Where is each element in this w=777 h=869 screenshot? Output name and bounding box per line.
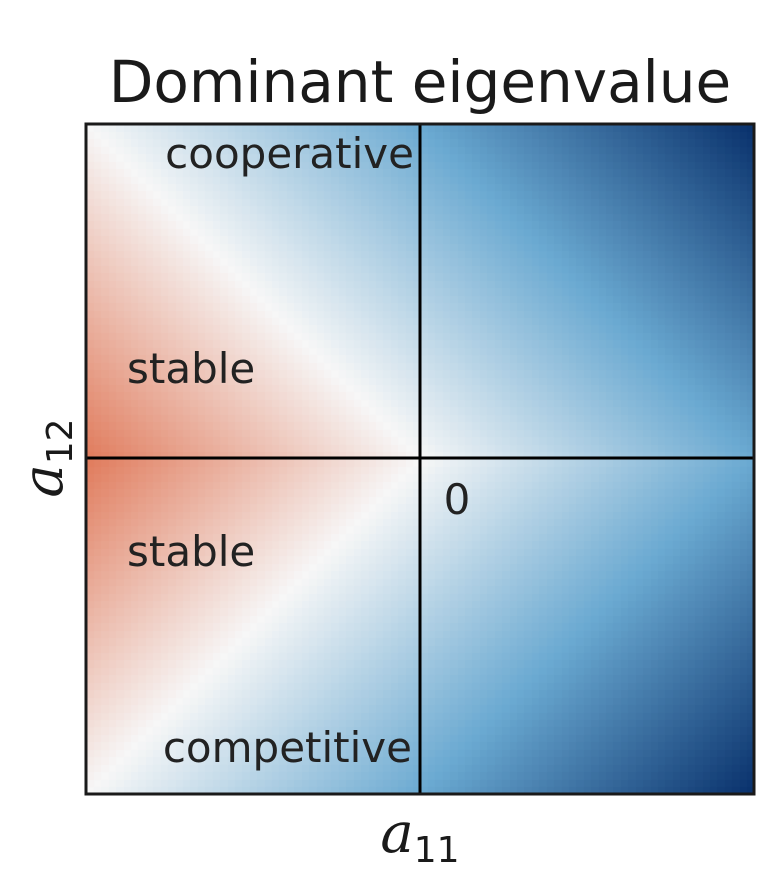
- y-axis-label-symbol: a: [11, 464, 76, 497]
- y-axis-label-subscript: 12: [40, 418, 81, 464]
- region-label-cooperative: cooperative: [165, 129, 414, 178]
- region-label-stable-upper: stable: [127, 344, 255, 393]
- origin-label: 0: [444, 475, 471, 524]
- x-axis-label-symbol: a: [380, 801, 413, 866]
- region-label-stable-lower: stable: [127, 527, 255, 576]
- plot-frame: [84, 122, 756, 796]
- region-label-competitive: competitive: [163, 723, 412, 772]
- x-axis-label-subscript: 11: [414, 830, 460, 869]
- y-axis-label: a12: [11, 418, 81, 497]
- chart-title: Dominant eigenvalue: [109, 48, 731, 116]
- x-axis-label: a11: [380, 801, 459, 869]
